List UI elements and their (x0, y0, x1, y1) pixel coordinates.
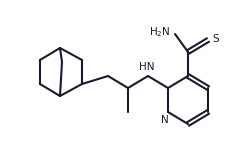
Text: S: S (212, 34, 219, 44)
Text: N: N (161, 115, 169, 125)
Text: HN: HN (139, 62, 155, 72)
Text: H$_2$N: H$_2$N (149, 25, 171, 39)
